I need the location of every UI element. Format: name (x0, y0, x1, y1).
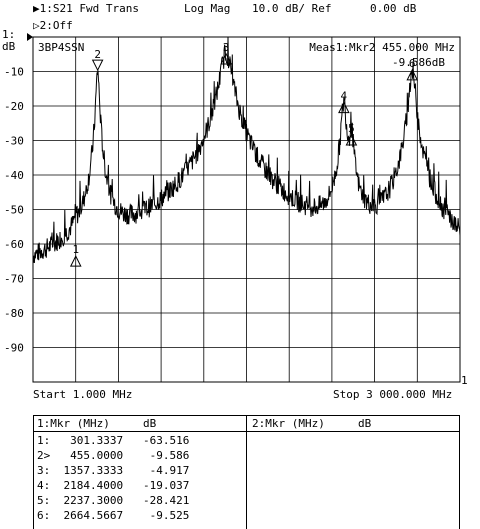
trace-s21 (32, 36, 461, 264)
s21-chart: 1:dB -10 -20 -30 -40 -50 -60 -70 -80 -90 3BP4SSN Me… (2, 28, 468, 387)
marker-4-label: 4 (341, 90, 348, 103)
table-header-separator (34, 431, 459, 432)
y-axis-label: 1: (2, 28, 15, 41)
marker-row: 1: 301.3337 -63.516 (37, 434, 190, 447)
marker-readout-value: -9.586dB (392, 56, 445, 69)
marker-5-label: 5 (348, 122, 355, 135)
marker-row: 6: 2664.5667 -9.525 (37, 509, 190, 522)
marker-1-triangle (69, 255, 82, 267)
marker-row: 3: 1357.3333 -4.917 (37, 464, 190, 477)
marker-4-triangle (338, 101, 350, 114)
ref-label: 0.00 dB (370, 2, 417, 15)
stop-marker-label: 1 (461, 374, 468, 387)
y-tick-label: -10 (4, 66, 24, 79)
y-tick-label: -20 (4, 100, 24, 113)
y-tick-label: -90 (4, 342, 24, 355)
marker-table-header-right: 2:Mkr (MHz) dB (252, 417, 372, 430)
marker-table-header-left: 1:Mkr (MHz) dB (37, 417, 157, 430)
marker-2-label: 2 (94, 48, 101, 61)
y-unit-label: dB (2, 40, 16, 53)
marker-row: 2> 455.0000 -9.586 (37, 449, 190, 462)
marker-6-triangle (406, 68, 419, 81)
y-tick-label: -80 (4, 307, 24, 320)
y-tick-label: -30 (4, 135, 24, 148)
channel-label: 3BP4SSN (38, 41, 84, 54)
marker-row: 4: 2184.4000 -19.037 (37, 479, 190, 492)
trace2-label[interactable]: ▷2:Off (33, 19, 73, 32)
stop-frequency: Stop 3 000.000 MHz (333, 388, 453, 401)
reference-pointer (27, 33, 33, 41)
marker-3-label: 3 (223, 41, 230, 54)
scale-label: 10.0 dB/ Ref (252, 2, 332, 15)
table-divider (246, 416, 247, 529)
y-tick-label: -70 (4, 273, 24, 286)
marker-6-label: 6 (409, 57, 416, 70)
marker-table: 1:Mkr (MHz) dB 2:Mkr (MHz) dB 1: 301.333… (33, 415, 460, 529)
marker-5-triangle (345, 133, 358, 146)
start-frequency: Start 1.000 MHz (33, 388, 133, 401)
marker-1-label: 1 (72, 243, 79, 256)
marker-row: 5: 2237.3000 -28.421 (37, 494, 190, 507)
marker-readout-freq: Meas1:Mkr2 455.000 MHz (309, 41, 455, 54)
marker-2-triangle (91, 59, 104, 72)
y-tick-label: -60 (4, 238, 24, 251)
format-label: Log Mag (184, 2, 231, 15)
marker-3-triangle (220, 52, 232, 65)
y-tick-label: -40 (4, 169, 24, 182)
trace1-label[interactable]: ▶1:S21 Fwd Trans (33, 2, 139, 15)
y-tick-label: -50 (4, 204, 24, 217)
